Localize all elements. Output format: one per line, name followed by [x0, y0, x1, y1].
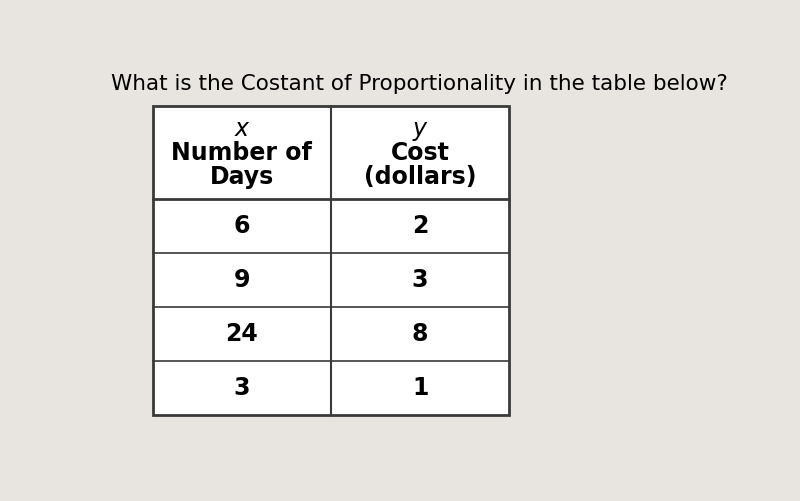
Text: 2: 2: [412, 214, 428, 238]
Text: Days: Days: [210, 164, 274, 188]
Text: Cost: Cost: [390, 141, 450, 165]
Text: 24: 24: [226, 322, 258, 346]
Text: (dollars): (dollars): [364, 164, 476, 188]
Text: 6: 6: [234, 214, 250, 238]
Text: y: y: [413, 117, 427, 141]
Text: 3: 3: [234, 376, 250, 400]
Bar: [153, 106, 509, 415]
Text: 1: 1: [412, 376, 428, 400]
Text: 9: 9: [234, 268, 250, 292]
Bar: [153, 106, 509, 415]
Text: What is the Costant of Proportionality in the table below?: What is the Costant of Proportionality i…: [111, 74, 728, 94]
Text: 3: 3: [412, 268, 428, 292]
Text: Number of: Number of: [171, 141, 312, 165]
Text: 8: 8: [412, 322, 428, 346]
Text: x: x: [235, 117, 249, 141]
